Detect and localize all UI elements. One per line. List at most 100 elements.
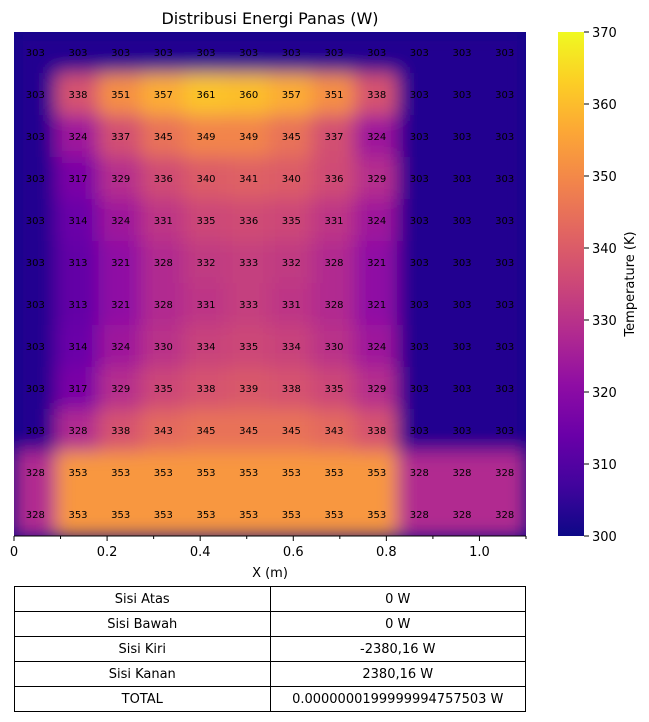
heatmap-cell bbox=[98, 32, 143, 75]
cell-value-label: 329 bbox=[367, 174, 386, 185]
colorbar-label: Temperature (K) bbox=[623, 231, 638, 337]
cell-value-label: 303 bbox=[26, 300, 45, 311]
plot-area bbox=[14, 32, 526, 536]
x-axis-label: X (m) bbox=[252, 566, 288, 581]
heatmap-cell bbox=[397, 115, 442, 159]
cell-value-label: 336 bbox=[324, 174, 343, 185]
heatmap-cell bbox=[354, 241, 399, 285]
cell-value-label: 345 bbox=[239, 426, 258, 437]
heatmap-cell bbox=[14, 32, 58, 75]
heatmap-cell bbox=[183, 73, 229, 117]
row-label: TOTAL bbox=[14, 686, 271, 712]
cell-value-label: 335 bbox=[239, 342, 258, 353]
cell-value-label: 337 bbox=[324, 132, 343, 143]
cell-value-label: 303 bbox=[282, 48, 301, 59]
heatmap-cell bbox=[354, 283, 399, 327]
heatmap-cell bbox=[226, 409, 271, 453]
heatmap-cell bbox=[354, 115, 399, 159]
heatmap-cell bbox=[98, 325, 143, 369]
cell-value-label: 303 bbox=[495, 48, 514, 59]
cell-value-label: 335 bbox=[324, 384, 343, 395]
heatmap-cell bbox=[14, 157, 58, 201]
colorbar bbox=[558, 32, 584, 536]
heatmap-cells bbox=[14, 32, 526, 536]
heatmap-cell bbox=[14, 325, 58, 369]
cell-value-label: 303 bbox=[410, 258, 429, 269]
cell-value-label: 353 bbox=[154, 510, 173, 521]
heatmap-cell bbox=[14, 73, 58, 117]
cell-value-label: 303 bbox=[410, 216, 429, 227]
colorbar-tick-label: 370 bbox=[592, 26, 617, 41]
heatmap-cell bbox=[397, 367, 442, 411]
cell-value-label: 331 bbox=[282, 300, 301, 311]
heatmap-cell bbox=[183, 115, 229, 159]
cell-value-label: 345 bbox=[154, 132, 173, 143]
cell-value-label: 361 bbox=[196, 90, 215, 101]
cell-value-label: 353 bbox=[282, 510, 301, 521]
heatmap-cell bbox=[183, 283, 229, 327]
heatmap-cell bbox=[55, 367, 101, 411]
heatmap-cell bbox=[141, 283, 186, 327]
heatmap-cell bbox=[226, 325, 271, 369]
cell-value-label: 303 bbox=[26, 384, 45, 395]
cell-value-label: 324 bbox=[68, 132, 87, 143]
heatmap-cell bbox=[397, 241, 442, 285]
cell-value-label: 303 bbox=[452, 216, 471, 227]
cell-value-label: 353 bbox=[367, 468, 386, 479]
heatmap-cell bbox=[141, 409, 186, 453]
heatmap-cell bbox=[439, 199, 485, 243]
heatmap-cell bbox=[98, 241, 143, 285]
heatmap-cell bbox=[439, 241, 485, 285]
heatmap-cell bbox=[55, 493, 101, 536]
table-row: TOTAL 0.0000000199999994757503 W bbox=[14, 686, 526, 712]
cell-value-label: 353 bbox=[239, 468, 258, 479]
cell-value-label: 338 bbox=[282, 384, 301, 395]
cell-value-label: 303 bbox=[26, 90, 45, 101]
cell-value-label: 303 bbox=[452, 384, 471, 395]
cell-value-label: 303 bbox=[239, 48, 258, 59]
cell-value-label: 331 bbox=[196, 300, 215, 311]
cell-value-label: 353 bbox=[239, 510, 258, 521]
cell-value-label: 303 bbox=[154, 48, 173, 59]
heatmap-cell bbox=[55, 157, 101, 201]
cell-value-label: 324 bbox=[367, 342, 386, 353]
cell-value-label: 353 bbox=[282, 468, 301, 479]
cell-value-label: 328 bbox=[26, 510, 45, 521]
heatmap-cell bbox=[482, 32, 526, 75]
heatmap-cell bbox=[55, 199, 101, 243]
cell-value-label: 340 bbox=[282, 174, 301, 185]
heatmap-cell bbox=[183, 493, 229, 536]
cell-value-label: 324 bbox=[367, 216, 386, 227]
x-tick-label: 0.8 bbox=[376, 545, 397, 560]
heatmap-cell bbox=[269, 73, 314, 117]
heatmap-cell bbox=[183, 451, 229, 495]
cell-value-label: 339 bbox=[239, 384, 258, 395]
x-tick-label: 0.4 bbox=[190, 545, 211, 560]
heatmap-cell bbox=[482, 283, 526, 327]
cell-value-label: 353 bbox=[196, 468, 215, 479]
heatmap-cell bbox=[269, 451, 314, 495]
heatmap-cell bbox=[482, 493, 526, 536]
cell-value-label: 303 bbox=[452, 90, 471, 101]
heatmap-cell bbox=[141, 199, 186, 243]
cell-value-label: 353 bbox=[196, 510, 215, 521]
cell-value-label: 313 bbox=[68, 258, 87, 269]
heatmap-cell bbox=[55, 283, 101, 327]
heatmap-cell bbox=[311, 283, 357, 327]
cell-value-label: 303 bbox=[495, 384, 514, 395]
cell-value-label: 353 bbox=[68, 468, 87, 479]
heatmap-cell bbox=[226, 283, 271, 327]
colorbar-tick-label: 300 bbox=[592, 530, 617, 545]
heatmap-cell bbox=[482, 199, 526, 243]
cell-value-label: 353 bbox=[324, 510, 343, 521]
heatmap-cell bbox=[183, 367, 229, 411]
heatmap-cell bbox=[14, 367, 58, 411]
cell-value-label: 303 bbox=[68, 48, 87, 59]
cell-value-label: 331 bbox=[154, 216, 173, 227]
heatmap-cell bbox=[311, 367, 357, 411]
cell-value-label: 321 bbox=[367, 300, 386, 311]
cell-value-label: 303 bbox=[495, 174, 514, 185]
cell-value-label: 329 bbox=[367, 384, 386, 395]
heatmap-cell bbox=[141, 325, 186, 369]
